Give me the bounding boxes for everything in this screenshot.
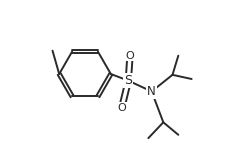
Text: O: O (126, 51, 134, 61)
Text: O: O (117, 103, 126, 113)
Text: N: N (147, 85, 156, 98)
Text: S: S (124, 74, 132, 87)
